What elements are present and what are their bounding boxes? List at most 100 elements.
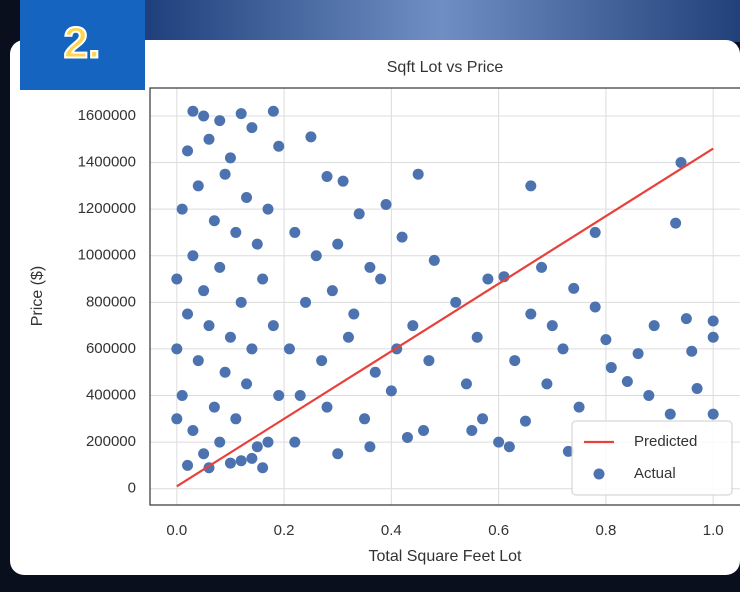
y-tick-label: 200000 xyxy=(86,433,136,450)
data-point xyxy=(675,157,687,169)
badge xyxy=(20,0,145,90)
data-point xyxy=(348,308,360,320)
x-tick-label: 0.6 xyxy=(488,522,509,539)
legend: Predicted Actual xyxy=(571,420,733,496)
data-point xyxy=(428,254,440,266)
data-point xyxy=(176,203,188,215)
data-point xyxy=(192,180,204,192)
data-point xyxy=(208,401,220,413)
data-point xyxy=(294,390,306,402)
chart-title: Sqft Lot vs Price xyxy=(387,59,504,76)
data-point xyxy=(477,413,489,425)
data-point xyxy=(643,390,655,402)
data-point xyxy=(332,448,344,460)
data-point xyxy=(182,459,194,471)
data-point xyxy=(310,250,322,262)
y-axis-label: Price ($) xyxy=(29,266,46,326)
data-point xyxy=(300,296,312,308)
data-point xyxy=(589,301,601,313)
data-point xyxy=(332,238,344,250)
data-point xyxy=(251,238,263,250)
data-point xyxy=(707,408,719,420)
data-point xyxy=(573,401,585,413)
data-point xyxy=(273,390,285,402)
data-point xyxy=(198,285,210,297)
data-point xyxy=(364,261,376,273)
data-point xyxy=(262,203,274,215)
legend-label: Predicted xyxy=(634,433,697,450)
data-point xyxy=(289,436,301,448)
data-point xyxy=(176,390,188,402)
data-point xyxy=(267,320,279,332)
panel xyxy=(10,40,740,575)
data-point xyxy=(562,445,574,457)
data-point xyxy=(621,376,633,388)
data-point xyxy=(707,331,719,343)
data-point xyxy=(546,320,558,332)
data-point xyxy=(262,436,274,448)
data-point xyxy=(412,168,424,180)
x-tick-label: 0.2 xyxy=(274,522,295,539)
data-point xyxy=(536,261,548,273)
data-point xyxy=(214,436,226,448)
badge-text: 2. xyxy=(64,19,101,68)
data-point xyxy=(418,424,430,436)
data-point xyxy=(246,343,258,355)
data-point xyxy=(471,331,483,343)
data-point xyxy=(214,261,226,273)
data-point xyxy=(664,408,676,420)
data-point xyxy=(230,226,242,238)
legend-box xyxy=(571,420,733,496)
y-tick-label: 1000000 xyxy=(78,247,136,264)
data-point xyxy=(187,424,199,436)
data-point xyxy=(182,308,194,320)
data-point xyxy=(321,171,333,183)
data-point xyxy=(503,441,515,453)
data-point xyxy=(541,378,553,390)
data-point xyxy=(380,198,392,210)
y-tick-label: 1400000 xyxy=(78,154,136,171)
data-point xyxy=(219,168,231,180)
data-point xyxy=(466,424,478,436)
data-point xyxy=(670,217,682,229)
data-point xyxy=(600,334,612,346)
data-point xyxy=(525,180,537,192)
x-tick-label: 0.4 xyxy=(381,522,402,539)
top-strip xyxy=(140,0,740,42)
data-point xyxy=(648,320,660,332)
data-point xyxy=(321,401,333,413)
data-point xyxy=(187,105,199,117)
data-point xyxy=(568,282,580,294)
x-axis-label: Total Square Feet Lot xyxy=(369,548,523,565)
data-point xyxy=(219,366,231,378)
legend-swatch xyxy=(593,468,605,480)
data-point xyxy=(192,355,204,367)
x-tick-label: 0.8 xyxy=(595,522,616,539)
data-point xyxy=(235,455,247,467)
y-tick-label: 400000 xyxy=(86,386,136,403)
data-point xyxy=(208,215,220,227)
data-point xyxy=(691,383,703,395)
data-point xyxy=(401,431,413,443)
data-point xyxy=(273,140,285,152)
data-point xyxy=(246,122,258,134)
regression-line xyxy=(176,147,714,488)
data-point xyxy=(375,273,387,285)
y-tick-label: 600000 xyxy=(86,340,136,357)
x-tick-label: 0.0 xyxy=(166,522,187,539)
data-point xyxy=(423,355,435,367)
data-point xyxy=(257,273,269,285)
data-point xyxy=(224,152,236,164)
data-point xyxy=(198,110,210,122)
data-point xyxy=(246,452,258,464)
data-point xyxy=(214,115,226,127)
data-point xyxy=(519,415,531,427)
data-point xyxy=(385,385,397,397)
data-point xyxy=(353,208,365,220)
data-point xyxy=(396,231,408,243)
data-point xyxy=(460,378,472,390)
data-point xyxy=(187,250,199,262)
y-tick-label: 1200000 xyxy=(78,200,136,217)
